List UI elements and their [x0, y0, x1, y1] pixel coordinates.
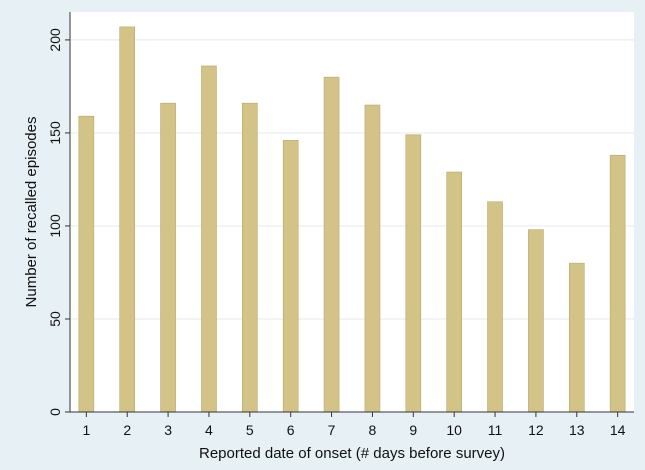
- bar-day-7: [323, 76, 340, 413]
- x-tick-label: 9: [409, 422, 417, 438]
- bar-day-2: [119, 26, 136, 413]
- x-tick-label: 7: [328, 422, 336, 438]
- y-axis-title: Number of recalled episodes: [23, 117, 40, 308]
- bar-day-4: [201, 65, 217, 413]
- x-axis-title: Reported date of onset (# days before su…: [199, 445, 505, 462]
- x-tick-label: 3: [164, 422, 172, 438]
- bar-day-5: [242, 102, 258, 413]
- x-tick-label: 5: [246, 422, 254, 438]
- axes: [69, 12, 634, 413]
- y-tick-label: 200: [47, 28, 63, 52]
- bar-day-13: [568, 262, 585, 413]
- bar-day-6: [282, 140, 299, 413]
- y-tick-label: 150: [47, 121, 63, 145]
- y-axis-ticks: 0 50 100 150 200: [47, 28, 70, 416]
- x-tick-label: 12: [528, 422, 544, 438]
- y-tick-label: 0: [47, 408, 63, 416]
- y-tick-label: 100: [47, 214, 63, 238]
- bar-day-8: [364, 104, 381, 413]
- x-tick-label: 6: [287, 422, 295, 438]
- x-axis-ticks: 1 2 3 4 5 6 7 8 9 10 11 12 13 14: [82, 412, 626, 438]
- bar-day-3: [160, 102, 176, 413]
- x-tick-label: 10: [446, 422, 462, 438]
- bars: [78, 26, 626, 413]
- x-tick-label: 14: [610, 422, 626, 438]
- x-tick-label: 8: [369, 422, 377, 438]
- x-tick-label: 11: [488, 422, 503, 438]
- x-tick-label: 1: [82, 422, 90, 438]
- bar-day-10: [446, 171, 462, 413]
- x-tick-label: 13: [569, 422, 585, 438]
- x-tick-label: 2: [123, 422, 131, 438]
- x-tick-label: 4: [205, 422, 213, 438]
- y-tick-label: 50: [47, 311, 63, 327]
- bar-day-9: [405, 134, 422, 413]
- bar-day-14: [609, 154, 626, 413]
- bar-day-12: [528, 229, 544, 413]
- bar-day-1: [78, 115, 95, 413]
- bar-day-11: [487, 201, 503, 413]
- plot-area: [70, 12, 634, 412]
